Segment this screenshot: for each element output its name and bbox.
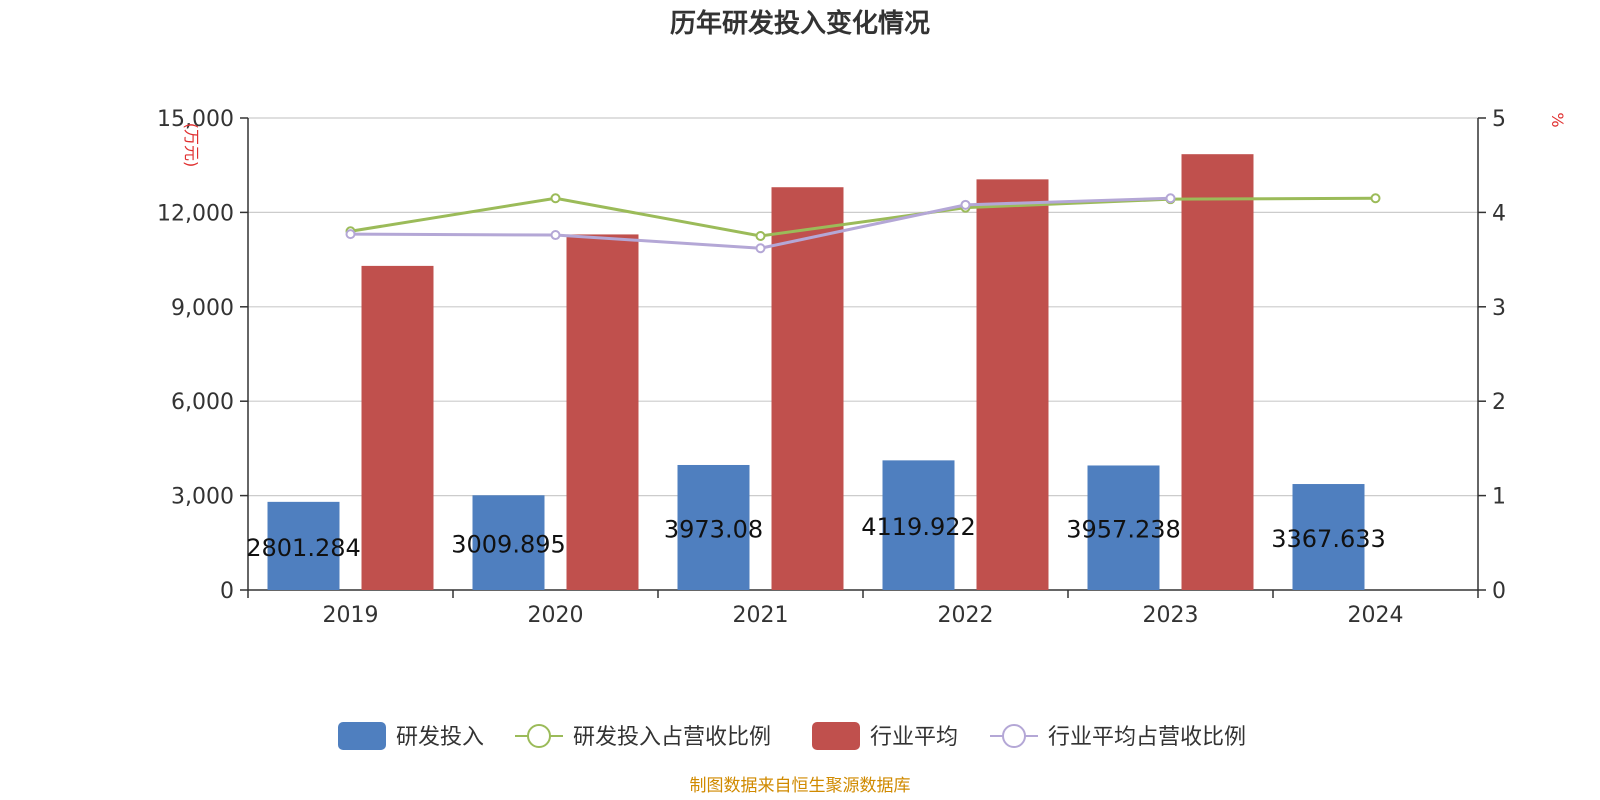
right-tick-label: 2 bbox=[1492, 390, 1506, 415]
source-note: 制图数据来自恒生聚源数据库 bbox=[690, 776, 911, 796]
x-tick-label: 2021 bbox=[733, 603, 789, 628]
line-point bbox=[550, 193, 561, 204]
line-研发投入占营收比例 bbox=[350, 196, 1376, 238]
bar-研发投入 bbox=[1292, 484, 1365, 590]
x-tick-label: 2022 bbox=[938, 603, 994, 628]
left-tick-label: 0 bbox=[220, 579, 234, 604]
legend-swatch bbox=[812, 722, 860, 750]
right-axis-unit: % bbox=[1548, 112, 1567, 127]
line-point bbox=[1165, 193, 1176, 204]
line-point bbox=[1370, 193, 1381, 204]
line-point bbox=[960, 199, 971, 210]
right-tick-label: 3 bbox=[1492, 296, 1506, 321]
legend-item: 行业平均占营收比例 bbox=[990, 724, 1246, 750]
right-tick-label: 5 bbox=[1492, 107, 1506, 132]
data-labels: 2801.284 3009.895 3973.08 4119.922 3957.238 3… bbox=[246, 513, 1386, 562]
legend-label: 研发投入 bbox=[396, 725, 484, 750]
legend-item: 研发投入占营收比例 bbox=[515, 724, 771, 750]
left-tick-label: 12,000 bbox=[157, 201, 234, 226]
legend-swatch bbox=[338, 722, 386, 750]
legend-label: 行业平均 bbox=[870, 725, 958, 750]
bar-data-label: 2801.284 bbox=[246, 534, 361, 562]
legend-marker bbox=[527, 724, 551, 748]
bars bbox=[267, 154, 1365, 591]
bar-研发投入 bbox=[677, 464, 750, 590]
bar-行业平均 bbox=[976, 179, 1049, 591]
bar-行业平均 bbox=[566, 234, 639, 590]
bar-行业平均 bbox=[771, 187, 844, 590]
chart-title: 历年研发投入变化情况 bbox=[670, 8, 930, 39]
left-tick-label: 15,000 bbox=[157, 107, 234, 132]
legend-label: 行业平均占营收比例 bbox=[1048, 725, 1246, 750]
bar-data-label: 3973.08 bbox=[664, 515, 763, 543]
line-point bbox=[345, 229, 356, 240]
bar-data-label: 4119.922 bbox=[861, 513, 976, 541]
line-point bbox=[550, 230, 561, 241]
grid-lines bbox=[248, 117, 1478, 497]
left-tick-label: 3,000 bbox=[171, 485, 234, 510]
legend: 研发投入 研发投入占营收比例 行业平均 行业平均占营收比例 bbox=[338, 722, 1246, 750]
x-tick-label: 2024 bbox=[1348, 603, 1404, 628]
left-tick-label: 9,000 bbox=[171, 296, 234, 321]
bar-行业平均 bbox=[1181, 154, 1254, 591]
bar-研发投入 bbox=[267, 501, 340, 590]
bar-研发投入 bbox=[472, 495, 545, 590]
left-axis-unit: (万元) bbox=[182, 123, 201, 168]
legend-label: 研发投入占营收比例 bbox=[573, 725, 771, 750]
bar-研发投入 bbox=[882, 460, 955, 590]
right-tick-label: 1 bbox=[1492, 485, 1506, 510]
right-tick-label: 4 bbox=[1492, 201, 1506, 226]
legend-item: 行业平均 bbox=[812, 722, 958, 750]
lines bbox=[345, 193, 1381, 254]
axes: 0 3,000 6,000 9,000 12,000 15,000 0 1 2 3 4 5 2019 20… bbox=[157, 107, 1567, 628]
bar-行业平均 bbox=[361, 265, 434, 590]
bar-data-label: 3009.895 bbox=[451, 531, 566, 559]
right-tick-label: 0 bbox=[1492, 579, 1506, 604]
line-point bbox=[755, 231, 766, 241]
bar-研发投入 bbox=[1087, 465, 1160, 590]
bar-data-label: 3957.238 bbox=[1066, 516, 1181, 544]
x-tick-label: 2019 bbox=[323, 603, 379, 628]
x-tick-label: 2020 bbox=[528, 603, 584, 628]
x-tick-label: 2023 bbox=[1143, 603, 1199, 628]
legend-marker bbox=[1002, 724, 1026, 748]
left-tick-label: 6,000 bbox=[171, 390, 234, 415]
line-point bbox=[755, 243, 766, 254]
bar-data-label: 3367.633 bbox=[1271, 525, 1386, 553]
legend-item: 研发投入 bbox=[338, 722, 484, 750]
